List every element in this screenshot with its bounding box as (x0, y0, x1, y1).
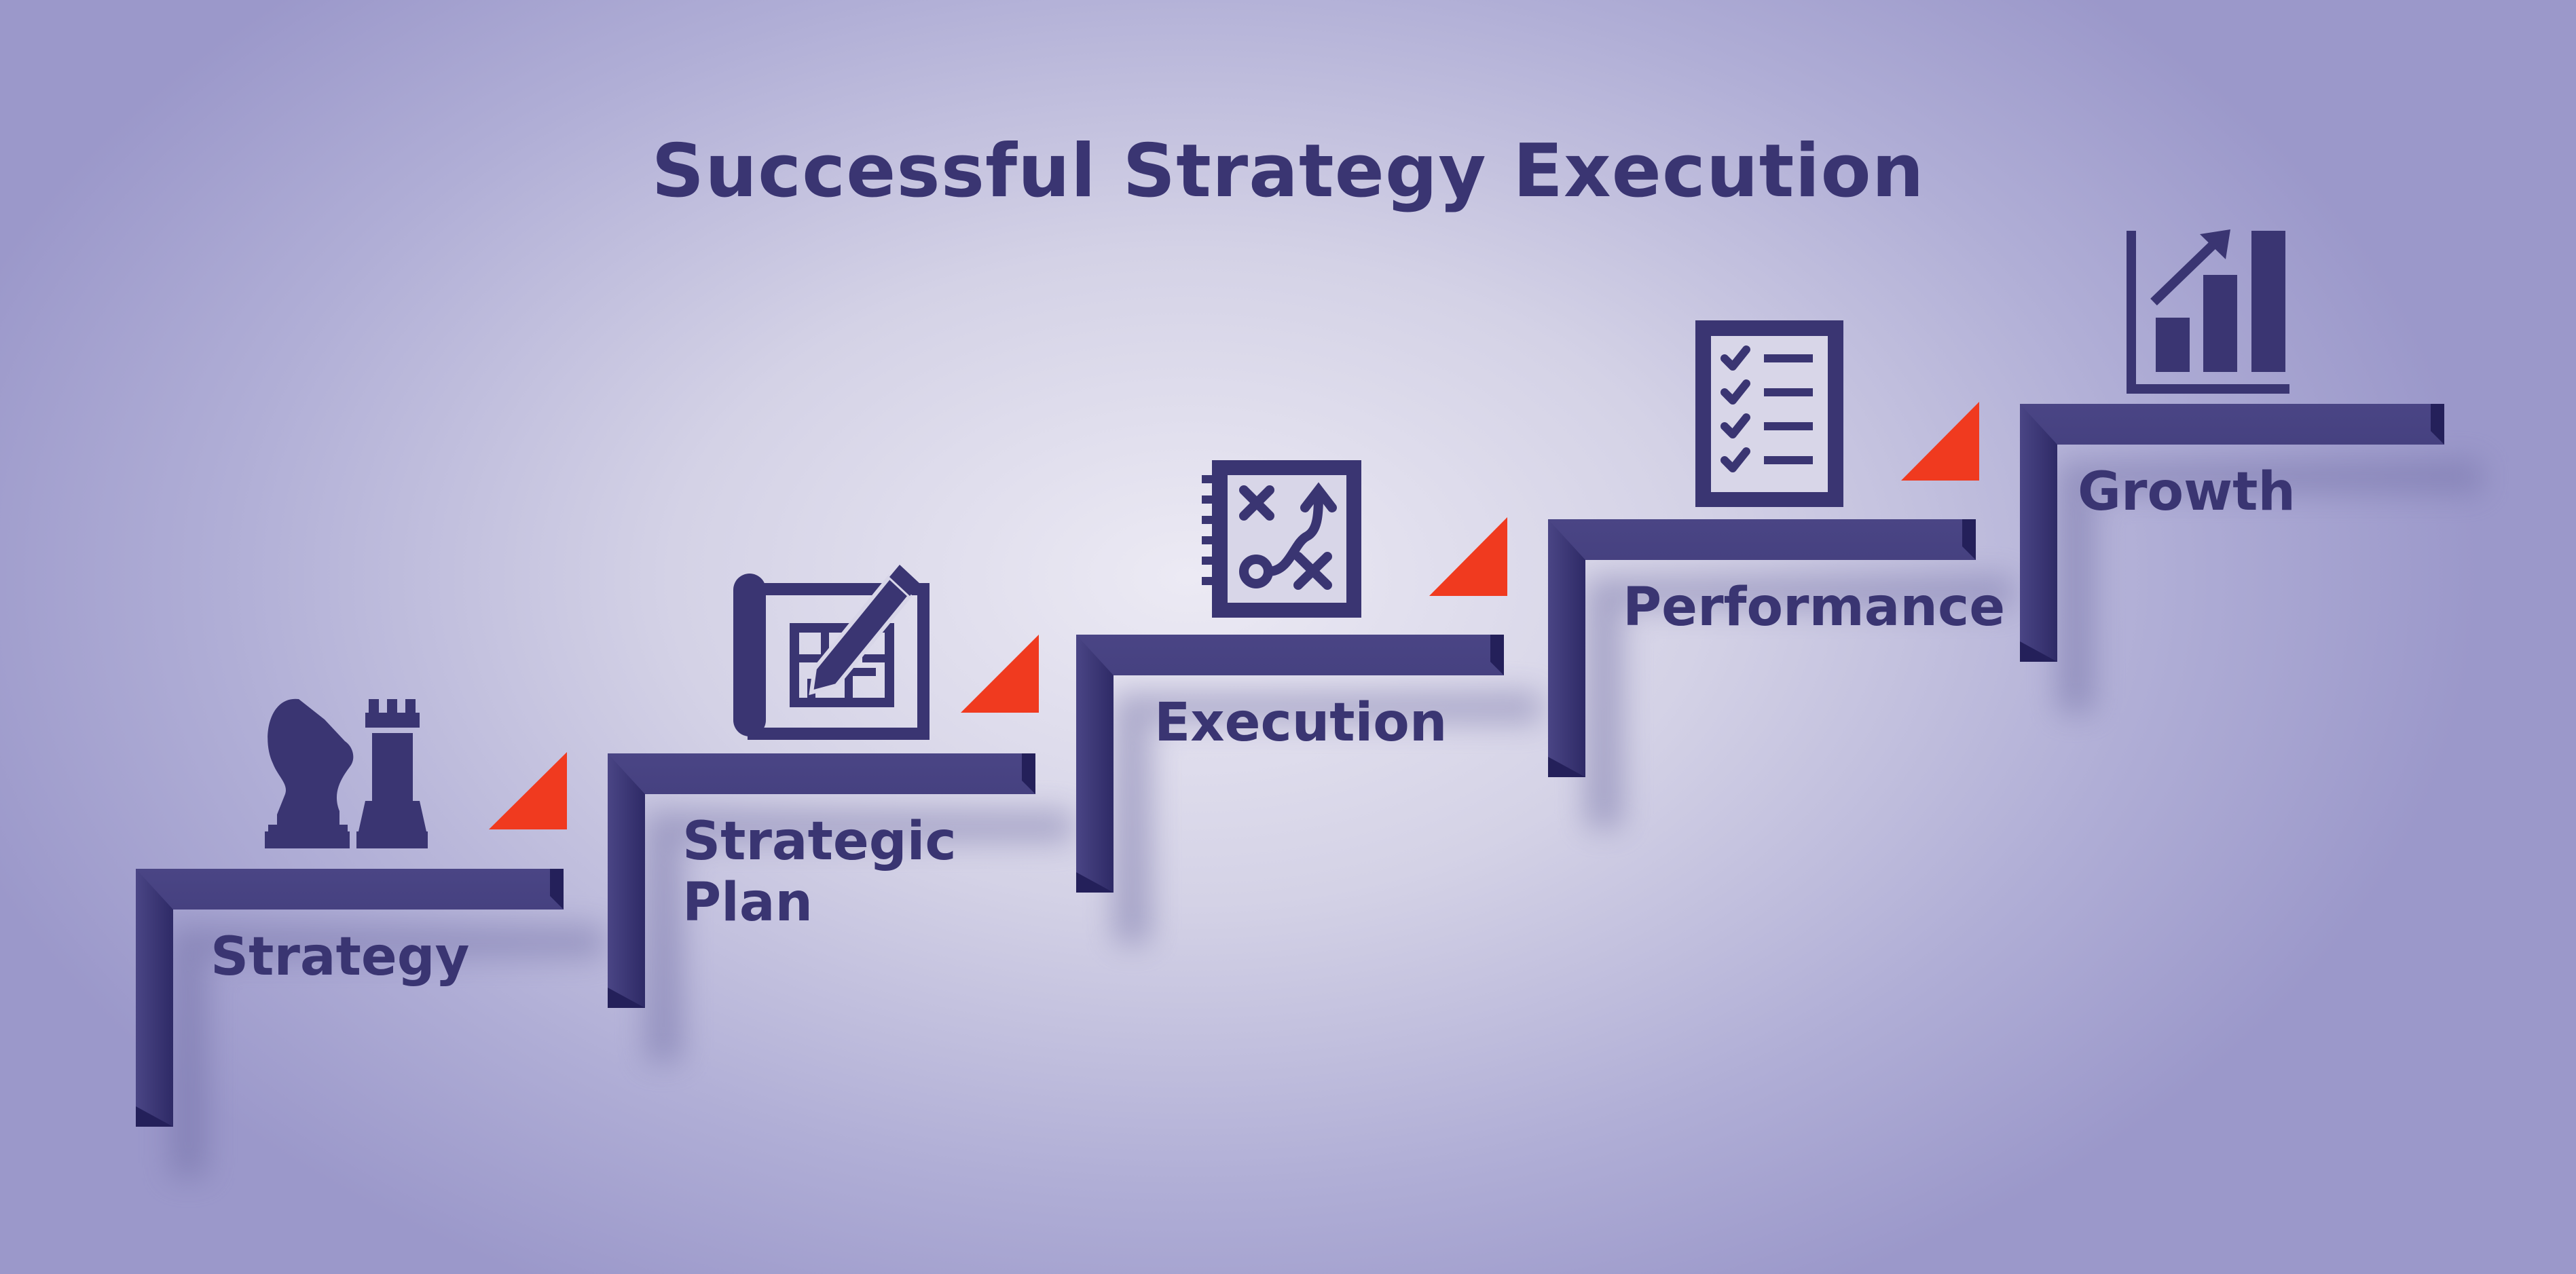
step-label-performance: Performance (1623, 577, 2006, 638)
blueprint-pencil-icon (733, 565, 930, 740)
page-title: Successful Strategy Execution (651, 129, 1925, 214)
flag-marker (1429, 517, 1507, 596)
step-execution (1076, 460, 1541, 943)
step-label-execution: Execution (1154, 692, 1448, 753)
flag-marker (489, 752, 567, 829)
flag-marker (961, 635, 1039, 713)
chess-pieces-icon (265, 698, 428, 848)
step-label-strategy: Strategy (210, 926, 470, 988)
step-label-strategic-plan: Strategic Plan (682, 811, 957, 933)
step-growth (2020, 229, 2482, 713)
step-label-growth: Growth (2078, 462, 2296, 523)
flag-marker (1901, 402, 1979, 481)
bar-chart-growth-icon (2127, 229, 2289, 394)
step-strategy (136, 698, 604, 1178)
step-strategic-plan (608, 565, 1073, 1062)
checklist-icon (1695, 320, 1843, 507)
step-performance (1548, 320, 2013, 828)
game-plan-board-icon (1202, 460, 1361, 618)
